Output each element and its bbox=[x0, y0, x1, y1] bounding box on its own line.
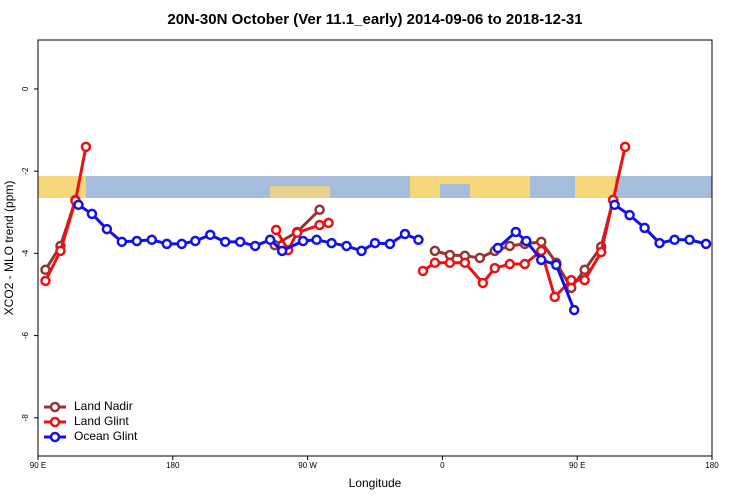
point bbox=[579, 264, 590, 276]
point bbox=[536, 245, 547, 257]
map-land bbox=[270, 186, 330, 198]
y-axis-title: XCO2 - MLO trend (ppm) bbox=[2, 181, 16, 316]
point bbox=[519, 258, 531, 270]
legend-label: Ocean Glint bbox=[74, 429, 138, 443]
point bbox=[579, 274, 590, 286]
legend-label: Land Glint bbox=[74, 414, 129, 428]
point bbox=[565, 274, 577, 286]
point bbox=[459, 257, 471, 269]
point bbox=[234, 236, 246, 248]
map-land bbox=[38, 176, 86, 198]
point bbox=[341, 240, 352, 252]
point bbox=[536, 236, 547, 248]
point bbox=[474, 252, 486, 264]
point bbox=[639, 222, 650, 234]
y-tick-label: 0 bbox=[21, 86, 30, 91]
y-tick-label: -8 bbox=[21, 414, 30, 422]
point bbox=[55, 245, 66, 257]
point bbox=[314, 204, 325, 216]
point bbox=[116, 236, 128, 248]
point bbox=[536, 254, 547, 266]
point bbox=[429, 245, 441, 257]
y-tick-label: -4 bbox=[21, 249, 30, 257]
point bbox=[291, 227, 303, 239]
point bbox=[550, 259, 562, 271]
point bbox=[204, 229, 216, 241]
point bbox=[568, 304, 580, 316]
point bbox=[131, 235, 143, 247]
point bbox=[429, 257, 441, 269]
point bbox=[413, 234, 424, 246]
point bbox=[417, 265, 429, 277]
point bbox=[311, 234, 322, 246]
point bbox=[297, 235, 309, 247]
x-tick-label: 90 W bbox=[298, 461, 317, 470]
point bbox=[609, 199, 620, 211]
point bbox=[369, 237, 381, 249]
point bbox=[669, 234, 680, 246]
point bbox=[323, 217, 334, 229]
point bbox=[219, 236, 231, 248]
legend-marker bbox=[49, 431, 61, 443]
x-tick-label: 90 E bbox=[569, 461, 585, 470]
point bbox=[161, 238, 173, 250]
x-tick-label: 90 E bbox=[30, 461, 46, 470]
point bbox=[40, 275, 51, 287]
point bbox=[521, 235, 532, 247]
point bbox=[510, 226, 522, 238]
point bbox=[270, 224, 282, 236]
point bbox=[619, 141, 631, 153]
point bbox=[384, 238, 396, 250]
point bbox=[326, 237, 337, 249]
legend-marker bbox=[49, 401, 61, 413]
x-tick-label: 180 bbox=[705, 461, 719, 470]
point bbox=[73, 199, 84, 211]
point bbox=[477, 277, 489, 289]
plot-frame bbox=[37, 39, 713, 457]
legend-label: Land Nadir bbox=[74, 399, 133, 413]
point bbox=[489, 262, 501, 274]
point bbox=[146, 234, 158, 246]
point bbox=[684, 234, 695, 246]
point bbox=[654, 237, 665, 249]
point bbox=[264, 234, 276, 246]
chart-title: 20N-30N October (Ver 11.1_early) 2014-09… bbox=[167, 11, 582, 28]
point bbox=[249, 240, 261, 252]
y-tick-label: -6 bbox=[21, 331, 30, 339]
point bbox=[190, 235, 201, 247]
point bbox=[176, 238, 188, 250]
point bbox=[86, 208, 98, 220]
point bbox=[504, 240, 516, 252]
point bbox=[624, 209, 635, 221]
point bbox=[356, 245, 367, 257]
point bbox=[101, 223, 113, 235]
point bbox=[700, 238, 712, 250]
map-ocean bbox=[440, 184, 470, 198]
point bbox=[314, 219, 325, 231]
x-tick-label: 0 bbox=[440, 461, 445, 470]
legend-marker bbox=[49, 416, 61, 428]
point bbox=[399, 228, 411, 240]
point bbox=[444, 257, 456, 269]
x-tick-label: 180 bbox=[166, 461, 180, 470]
point bbox=[549, 291, 560, 303]
y-tick-label: -2 bbox=[21, 167, 30, 175]
point bbox=[595, 246, 607, 258]
map-land bbox=[575, 176, 615, 198]
map-strip bbox=[38, 176, 712, 198]
point bbox=[276, 245, 288, 257]
point bbox=[492, 242, 504, 254]
x-axis-title: Longitude bbox=[349, 476, 402, 490]
map-ocean bbox=[38, 176, 712, 198]
point bbox=[80, 141, 92, 153]
point bbox=[504, 258, 516, 270]
